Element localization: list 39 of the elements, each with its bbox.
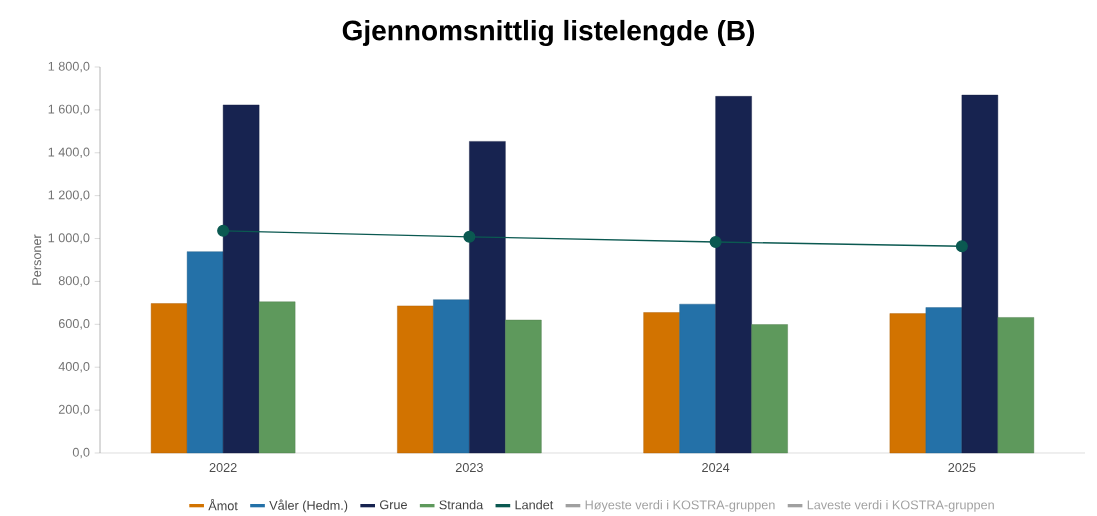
chart-title: Gjennomsnittlig listelengde (B) [342,19,755,47]
y-tick-label: 1 800,0 [48,61,90,73]
bar [643,312,680,454]
y-axis-title: Personer [32,234,42,285]
bar [397,305,434,454]
bar [751,324,788,454]
legend-label: Stranda [439,500,484,510]
bar [186,251,224,454]
y-tick-label: 1 400,0 [48,147,90,159]
bar [433,299,470,454]
y-tick-label: 1 000,0 [48,233,90,244]
bar [258,301,296,454]
x-tick-label: 2025 [948,463,976,472]
y-tick-label: 400,0 [58,361,90,373]
bar [889,313,927,454]
y-tick-label: 1 600,0 [48,104,90,116]
legend-label: Åmot [208,499,238,511]
bar [150,303,188,454]
y-tick-label: 200,0 [58,404,90,416]
legend-label: Våler (Hedm.) [269,499,348,513]
y-tick-label: 0,0 [72,447,90,459]
legend-label: Laveste verdi i KOSTRA-gruppen [807,500,994,512]
x-tick-label: 2023 [455,463,483,472]
bar [505,319,542,454]
legend-label: Grue [379,500,407,510]
bar [222,104,260,454]
bar [961,94,999,454]
x-tick-label: 2024 [702,463,730,472]
bar [715,96,752,454]
x-tick-label: 2022 [209,463,237,472]
y-tick-label: 600,0 [58,319,90,330]
bar [997,317,1035,454]
y-tick-label: 1 200,0 [48,190,90,201]
legend-label: Høyeste verdi i KOSTRA-gruppen [585,500,775,512]
bar [925,307,963,454]
bar [679,303,716,454]
legend-label: Landet [515,500,554,510]
y-tick-label: 800,0 [58,276,90,287]
bar [469,141,506,454]
